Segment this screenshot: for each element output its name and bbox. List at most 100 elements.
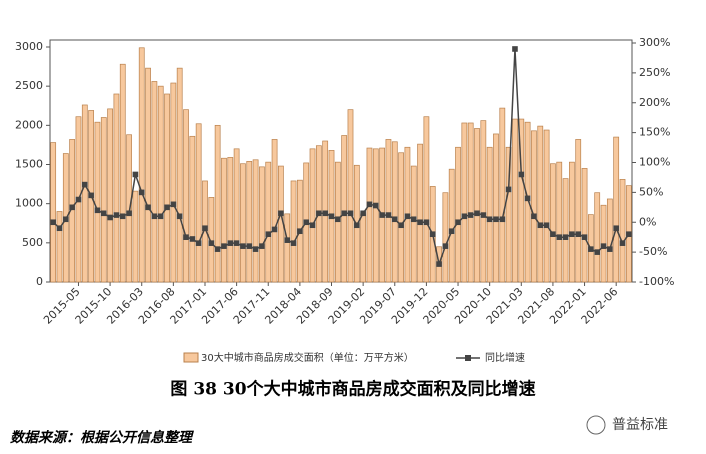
growth-marker [518, 171, 525, 178]
growth-marker [88, 192, 94, 199]
growth-marker [316, 210, 322, 217]
growth-marker [56, 225, 63, 232]
bar [581, 168, 588, 283]
bar [385, 139, 392, 283]
growth-marker [448, 228, 455, 235]
growth-marker [189, 236, 196, 242]
growth-marker [410, 216, 417, 223]
growth-marker [543, 222, 550, 229]
bar [157, 85, 164, 283]
y2-tick-label: 100% [639, 156, 670, 169]
growth-marker [132, 171, 139, 178]
bar [284, 213, 291, 283]
growth-marker [265, 231, 272, 237]
growth-marker [398, 222, 404, 229]
bar [208, 197, 215, 283]
bar [113, 93, 120, 283]
growth-marker [214, 246, 221, 252]
bar [569, 161, 575, 283]
bar [347, 109, 354, 283]
bar [423, 116, 430, 283]
bar [164, 93, 170, 283]
legend-swatch [183, 352, 199, 363]
bar [334, 161, 341, 283]
bar [259, 166, 265, 283]
growth-marker [404, 213, 411, 220]
growth-marker [151, 213, 158, 220]
bar [575, 139, 582, 283]
growth-marker [455, 219, 461, 226]
growth-marker [246, 243, 253, 249]
growth-marker [360, 210, 366, 217]
growth-marker [347, 210, 354, 217]
growth-marker [417, 219, 423, 226]
bar [240, 163, 246, 283]
bar [227, 157, 234, 283]
y2-tick-label: 50% [639, 185, 663, 198]
growth-marker [366, 201, 373, 208]
growth-marker [233, 240, 240, 246]
growth-marker [157, 213, 164, 220]
bar [398, 152, 404, 283]
growth-marker [259, 243, 265, 249]
bar [461, 122, 468, 283]
y2-tick-label: 250% [639, 66, 670, 79]
bar [309, 148, 316, 283]
y-tick-label: 0 [36, 275, 43, 288]
growth-marker [341, 210, 347, 217]
bar [417, 143, 423, 283]
y2-tick-label: -50% [639, 245, 667, 258]
bar [360, 213, 367, 283]
legend-label: 30大中城市商品房成交面积（单位：万平方米） [201, 351, 414, 364]
growth-marker [227, 240, 234, 246]
bar [442, 192, 449, 283]
bar [221, 157, 227, 283]
bar [176, 67, 183, 283]
bar [119, 63, 126, 283]
growth-marker [499, 216, 506, 223]
bar [556, 161, 563, 283]
growth-marker [208, 240, 215, 246]
growth-marker [75, 196, 82, 203]
bar [493, 133, 499, 283]
growth-marker [436, 261, 442, 267]
growth-marker [240, 243, 246, 249]
growth-marker [271, 226, 278, 233]
bar [550, 163, 556, 283]
bar [480, 120, 487, 283]
bar [100, 117, 107, 283]
growth-marker [284, 237, 291, 243]
growth-marker [480, 212, 487, 218]
bar [537, 125, 544, 283]
growth-marker [176, 213, 183, 220]
bar [505, 146, 512, 283]
growth-marker [107, 214, 113, 221]
y2-tick-label: 200% [639, 96, 670, 109]
bar [195, 123, 202, 283]
bar [107, 108, 113, 283]
y-tick-label: 3000 [15, 40, 43, 53]
bar [606, 198, 613, 283]
y2-tick-label: 0% [639, 215, 656, 228]
growth-marker [607, 246, 613, 252]
growth-marker [550, 231, 556, 237]
bar [531, 130, 537, 283]
legend-marker [465, 355, 471, 361]
bar [126, 134, 132, 283]
bar [467, 122, 474, 283]
bar [448, 168, 455, 283]
bar [562, 178, 569, 283]
growth-marker [505, 186, 512, 193]
y-tick-label: 2500 [15, 79, 43, 92]
growth-marker [119, 213, 126, 220]
growth-marker [372, 202, 379, 209]
bar [474, 128, 480, 283]
growth-marker [429, 231, 436, 237]
bar [366, 147, 373, 283]
bar [455, 146, 461, 283]
growth-marker [164, 204, 170, 211]
y-tick-label: 2000 [15, 118, 43, 131]
watermark-icon [586, 415, 606, 435]
bar [50, 142, 57, 283]
growth-marker [297, 228, 303, 235]
